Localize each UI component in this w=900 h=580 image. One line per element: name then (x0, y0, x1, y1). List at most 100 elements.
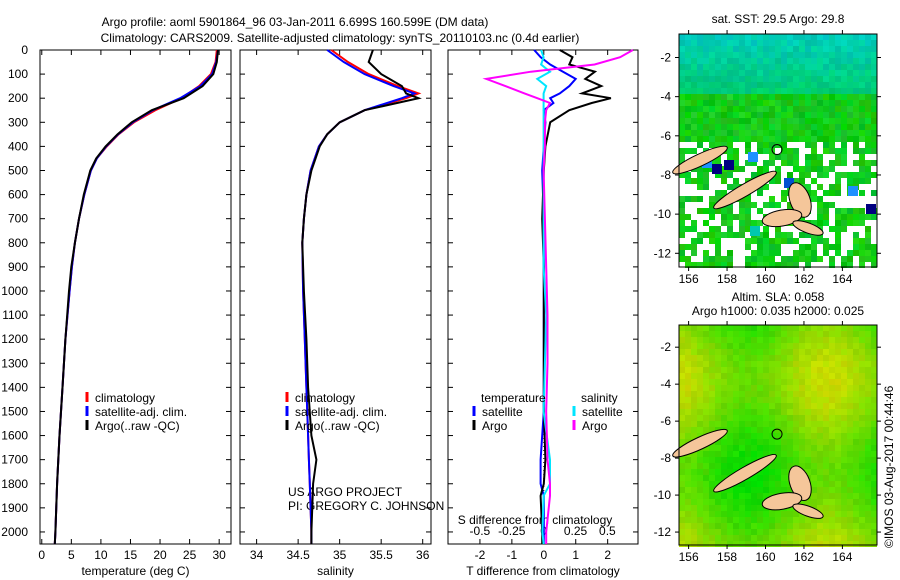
map-cell (859, 172, 865, 178)
map-cell (691, 184, 697, 190)
map-cell (733, 172, 739, 178)
map-cell (721, 499, 727, 505)
map-cell (781, 94, 787, 100)
map-cell (871, 433, 877, 439)
map-cell (757, 52, 763, 58)
map-cell (817, 130, 823, 136)
s-tick-label: 0.25 (564, 524, 588, 538)
map-cell (787, 379, 793, 385)
x-tick-label: 10 (94, 548, 108, 562)
map-cell (793, 457, 799, 463)
map-cell (859, 385, 865, 391)
map-cell (805, 457, 811, 463)
y-tick-label: 200 (8, 91, 28, 105)
map-cell (859, 220, 865, 226)
map-cell (703, 397, 709, 403)
map-cell (787, 463, 793, 469)
map-cell (721, 511, 727, 517)
map-cell (727, 256, 733, 262)
map-cell (703, 250, 709, 256)
map-cell (835, 106, 841, 112)
map-cell (703, 202, 709, 208)
map-cell (757, 529, 763, 535)
map-cell (733, 505, 739, 511)
map-cell (775, 529, 781, 535)
map-cell (793, 331, 799, 337)
map-cell (715, 58, 721, 64)
map-cell (721, 505, 727, 511)
map-cell (739, 130, 745, 136)
map-cell (811, 124, 817, 130)
map-cell (745, 112, 751, 118)
map-cell (871, 385, 877, 391)
map-cell (847, 427, 853, 433)
map-cell (847, 463, 853, 469)
map-cell (691, 34, 697, 40)
map-cell (715, 445, 721, 451)
map-cell (751, 244, 757, 250)
map-cell (679, 94, 685, 100)
map-cell (709, 505, 715, 511)
map-x-tick-label: 156 (679, 550, 699, 564)
map-cell (811, 433, 817, 439)
map-cell (817, 124, 823, 130)
map-cell (739, 385, 745, 391)
map-cell (835, 196, 841, 202)
map-cell (835, 214, 841, 220)
map-cell (835, 64, 841, 70)
map-cell (811, 142, 817, 148)
map-cell (709, 136, 715, 142)
map-cell (793, 94, 799, 100)
island (713, 170, 777, 210)
map-cell (775, 46, 781, 52)
map-cell (805, 52, 811, 58)
map-cell (871, 349, 877, 355)
map-cell (757, 142, 763, 148)
map-cell (847, 202, 853, 208)
map-cell (865, 481, 871, 487)
map-cell (757, 214, 763, 220)
map-cell (769, 184, 775, 190)
map-cell (763, 142, 769, 148)
map-cell (805, 160, 811, 166)
map-cell (757, 505, 763, 511)
map-cell (697, 70, 703, 76)
map-cell (793, 403, 799, 409)
map-cell (745, 106, 751, 112)
map-cell (823, 76, 829, 82)
map-cell (697, 541, 703, 547)
map-cell (751, 196, 757, 202)
map-cell (847, 208, 853, 214)
map-cell (709, 178, 715, 184)
map-cell (697, 397, 703, 403)
map-cell (811, 343, 817, 349)
map-cell (829, 433, 835, 439)
map-cell (703, 493, 709, 499)
map-cell (829, 331, 835, 337)
s-axis-label: S difference from climatology (458, 513, 613, 527)
map-cell (733, 124, 739, 130)
map-cell (757, 361, 763, 367)
map-cell (823, 124, 829, 130)
map-cell (679, 439, 685, 445)
map-cell (841, 34, 847, 40)
map-cell (859, 88, 865, 94)
map-cell (745, 262, 751, 268)
map-cell (865, 178, 871, 184)
map-cell (817, 196, 823, 202)
map-cell (763, 226, 769, 232)
map-cell (835, 172, 841, 178)
map-cell (751, 148, 757, 154)
map-cell (829, 391, 835, 397)
map-cell (709, 238, 715, 244)
map-cell (787, 415, 793, 421)
map-cell (823, 421, 829, 427)
map-cell (733, 34, 739, 40)
map-cell (841, 361, 847, 367)
map-cell (745, 445, 751, 451)
map-cell (799, 166, 805, 172)
map-cell (751, 403, 757, 409)
map-cell (847, 361, 853, 367)
map-cell (739, 409, 745, 415)
map-cell (787, 118, 793, 124)
